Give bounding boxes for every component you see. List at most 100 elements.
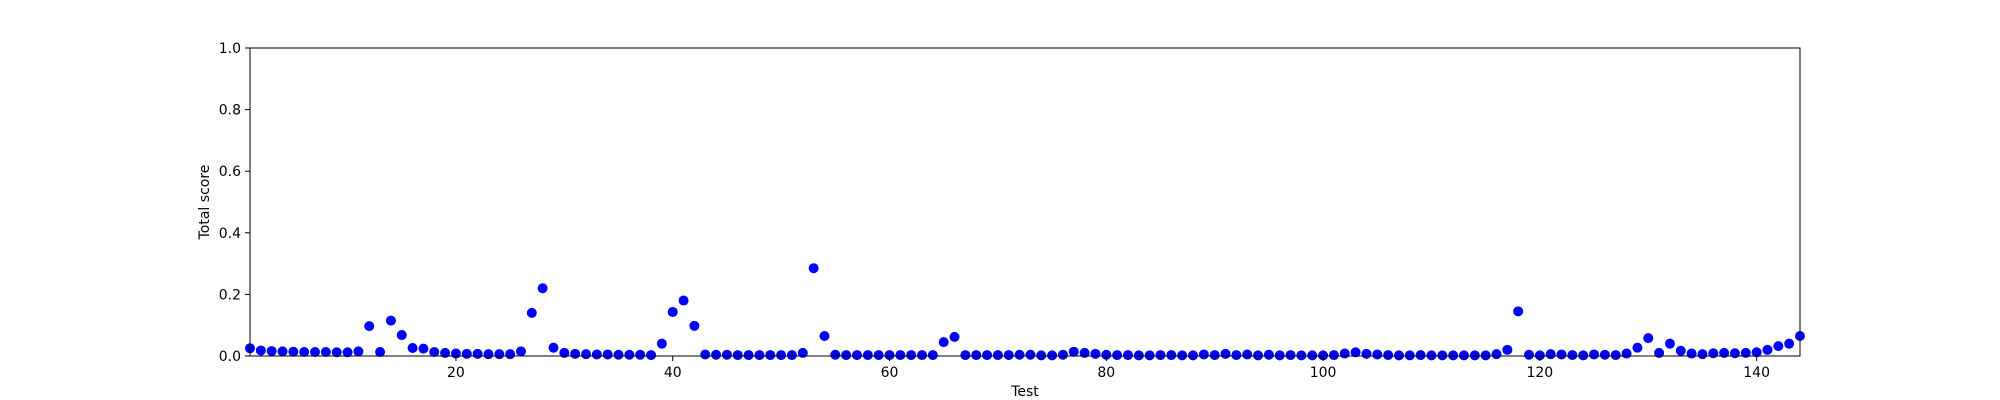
y-axis-ticks: 0.0 0.2 0.4 0.6 0.8 1.0 bbox=[219, 41, 250, 365]
data-points bbox=[245, 263, 1805, 361]
axes-frame bbox=[249, 47, 1801, 357]
data-point bbox=[396, 330, 407, 341]
data-point bbox=[1567, 350, 1578, 361]
data-point bbox=[1719, 347, 1730, 358]
data-point bbox=[635, 349, 646, 360]
data-point bbox=[841, 350, 852, 361]
data-point bbox=[1198, 349, 1209, 360]
data-point bbox=[1339, 348, 1350, 359]
data-point bbox=[310, 346, 321, 357]
data-point bbox=[1643, 333, 1654, 344]
data-point bbox=[1166, 350, 1177, 361]
data-point bbox=[667, 306, 678, 317]
data-point bbox=[884, 350, 895, 361]
data-point bbox=[776, 350, 787, 361]
data-point bbox=[1632, 342, 1643, 353]
data-point bbox=[819, 330, 830, 341]
data-point bbox=[548, 342, 559, 353]
data-point bbox=[407, 342, 418, 353]
data-point bbox=[1101, 349, 1112, 360]
x-tick-label: 120 bbox=[1526, 365, 1553, 381]
data-point bbox=[721, 349, 732, 360]
data-point bbox=[602, 349, 613, 360]
y-tick-label: 0.0 bbox=[219, 349, 241, 365]
x-tick-label: 20 bbox=[447, 365, 465, 381]
data-point bbox=[960, 350, 971, 361]
data-point bbox=[1664, 338, 1675, 349]
x-tick-label: 80 bbox=[1097, 365, 1115, 381]
data-point bbox=[1209, 350, 1220, 361]
data-point bbox=[1079, 347, 1090, 358]
data-point bbox=[656, 338, 667, 349]
data-point bbox=[862, 350, 873, 361]
data-point bbox=[364, 321, 375, 332]
data-point bbox=[624, 349, 635, 360]
data-point bbox=[808, 263, 819, 274]
data-point bbox=[515, 346, 526, 357]
data-point bbox=[765, 350, 776, 361]
data-point bbox=[1318, 350, 1329, 361]
data-point bbox=[917, 350, 928, 361]
data-point bbox=[472, 348, 483, 359]
data-point bbox=[1686, 348, 1697, 359]
data-point bbox=[1144, 350, 1155, 361]
data-point bbox=[1036, 350, 1047, 361]
plot-area bbox=[250, 48, 1800, 356]
data-point bbox=[1773, 341, 1784, 352]
data-point bbox=[1524, 349, 1535, 360]
data-point bbox=[1155, 350, 1166, 361]
data-point bbox=[483, 349, 494, 360]
data-point bbox=[1057, 349, 1068, 360]
data-point bbox=[830, 349, 841, 360]
data-point bbox=[1708, 348, 1719, 359]
data-point bbox=[1534, 350, 1545, 361]
data-point bbox=[1556, 349, 1567, 360]
data-point bbox=[1122, 350, 1133, 361]
data-point bbox=[581, 349, 592, 360]
y-tick-label: 0.6 bbox=[219, 164, 241, 180]
data-point bbox=[1675, 345, 1686, 356]
data-point bbox=[949, 331, 960, 342]
data-point bbox=[1589, 349, 1600, 360]
data-point bbox=[1177, 350, 1188, 361]
data-point bbox=[1740, 347, 1751, 358]
data-point bbox=[1188, 350, 1199, 361]
data-point bbox=[1469, 350, 1480, 361]
data-point bbox=[732, 350, 743, 361]
data-point bbox=[255, 345, 266, 356]
data-point bbox=[1513, 306, 1524, 317]
data-point bbox=[938, 337, 949, 348]
data-point bbox=[851, 350, 862, 361]
y-tick-label: 0.8 bbox=[219, 103, 241, 119]
data-point bbox=[1231, 350, 1242, 361]
data-point bbox=[320, 346, 331, 357]
data-point bbox=[1068, 346, 1079, 357]
data-point bbox=[1263, 349, 1274, 360]
data-point bbox=[418, 343, 429, 354]
data-point bbox=[895, 350, 906, 361]
data-point bbox=[299, 346, 310, 357]
data-point bbox=[1599, 349, 1610, 360]
data-point bbox=[1751, 347, 1762, 358]
data-point bbox=[1448, 350, 1459, 361]
data-point bbox=[1361, 348, 1372, 359]
data-point bbox=[1274, 350, 1285, 361]
y-axis-title: Total score bbox=[197, 165, 213, 241]
data-point bbox=[1307, 350, 1318, 361]
data-point bbox=[1697, 349, 1708, 360]
data-point bbox=[982, 350, 993, 361]
data-point bbox=[1654, 347, 1665, 358]
y-tick-label: 0.4 bbox=[219, 226, 241, 242]
data-point bbox=[786, 350, 797, 361]
data-point bbox=[1621, 348, 1632, 359]
data-point bbox=[1404, 350, 1415, 361]
x-axis-title: Test bbox=[1010, 384, 1039, 400]
data-point bbox=[1784, 338, 1795, 349]
data-point bbox=[743, 350, 754, 361]
data-point bbox=[1112, 350, 1123, 361]
data-point bbox=[992, 350, 1003, 361]
data-point bbox=[1729, 348, 1740, 359]
data-point bbox=[505, 349, 516, 360]
x-tick-label: 140 bbox=[1743, 365, 1770, 381]
data-point bbox=[1480, 350, 1491, 361]
